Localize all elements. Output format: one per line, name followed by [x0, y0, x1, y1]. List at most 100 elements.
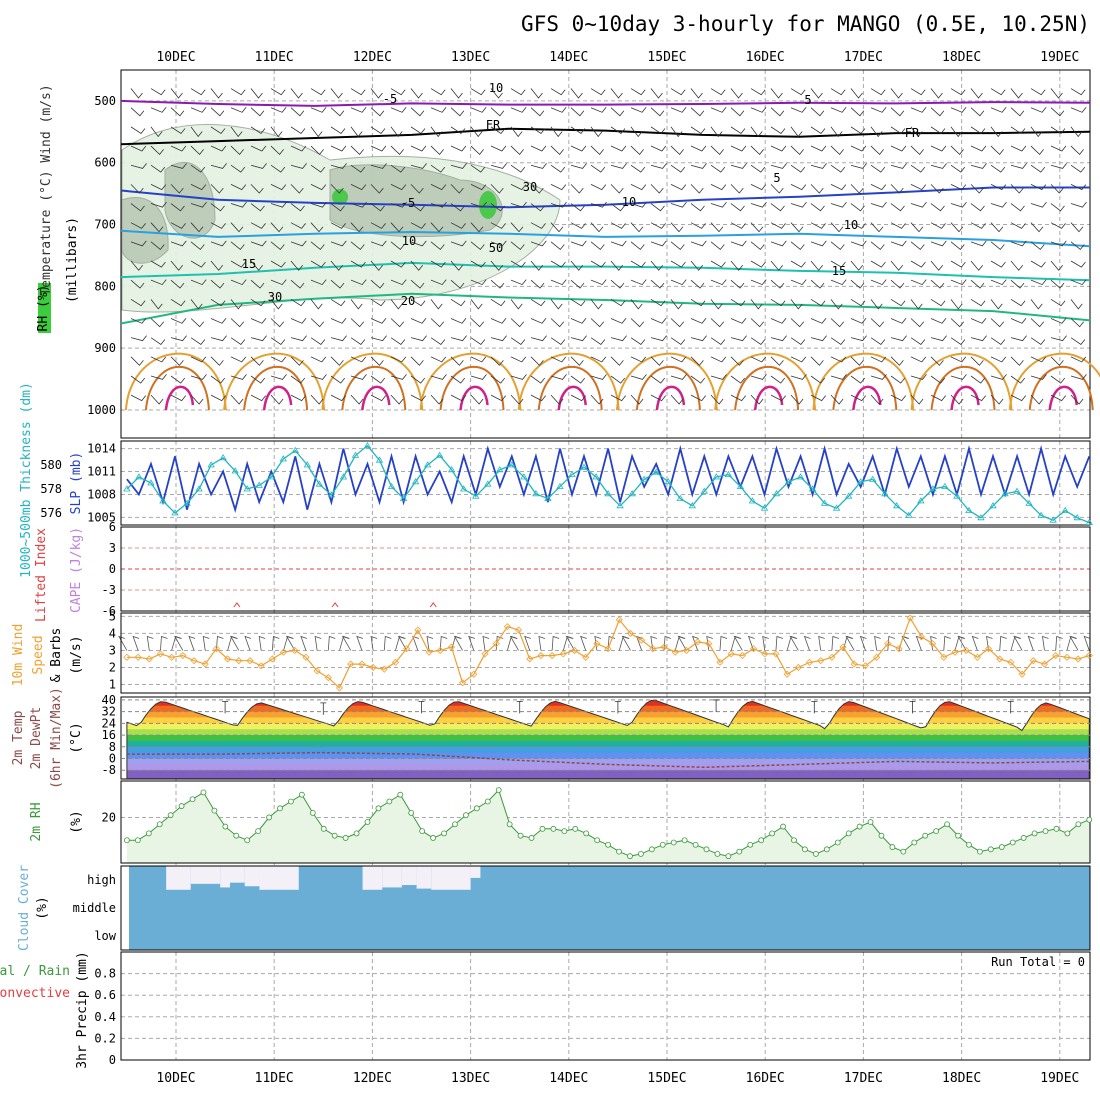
wind-barb	[830, 241, 845, 251]
date-label-top: 11DEC	[255, 50, 294, 65]
wind-barb-10m	[482, 635, 490, 651]
wind-speed-point	[257, 662, 265, 670]
precip-legend-total: Total / Rain	[0, 964, 70, 979]
wind-barb-10m	[244, 635, 252, 651]
thickness-point	[917, 497, 925, 504]
wind-barb	[1050, 203, 1065, 212]
wind-barb	[210, 375, 226, 384]
temp-tick: -8	[102, 763, 116, 777]
wind-barb	[690, 279, 705, 289]
wind-barb	[830, 374, 847, 380]
wind-barb	[830, 394, 844, 405]
precip-tick: 0.6	[94, 988, 116, 1002]
wind-speed-point	[951, 648, 959, 656]
wind-barb	[230, 318, 245, 328]
wind-barb	[790, 201, 807, 208]
rh-point	[495, 787, 502, 794]
wind-barb	[350, 279, 367, 286]
thickness-point	[628, 490, 636, 497]
wind-barb	[150, 279, 167, 286]
wind-barb	[810, 107, 825, 117]
wind-barb	[1030, 299, 1043, 310]
wind-barb	[790, 126, 803, 138]
wind-barb	[810, 375, 826, 384]
wind-barb	[430, 184, 447, 191]
wind-barb	[170, 203, 185, 212]
rh-point	[1075, 821, 1082, 828]
thickness-point	[255, 481, 263, 488]
wind-barb	[610, 299, 626, 307]
wind-barb	[230, 241, 245, 251]
wind-barb	[370, 356, 384, 366]
wind-barb	[470, 241, 485, 251]
wind-speed-line	[126, 616, 1090, 689]
wind-barb	[1010, 145, 1027, 152]
wind-barb	[530, 184, 544, 194]
wind-barb	[350, 145, 364, 156]
wind-barb	[130, 375, 146, 384]
wind-barb	[250, 145, 267, 152]
thickness-point	[1049, 516, 1057, 523]
wind-barb	[1050, 356, 1064, 366]
contour-label: 10	[402, 234, 416, 248]
wind-barb	[850, 394, 867, 402]
wind-barb	[310, 279, 327, 286]
wind-barb	[930, 203, 945, 212]
wind-speed-point	[660, 643, 668, 651]
wind-barb	[130, 279, 145, 289]
wind-barb	[150, 374, 167, 380]
wind-barb	[570, 203, 585, 212]
rh-point	[867, 819, 874, 825]
wind-barb	[490, 163, 507, 169]
thickness-point	[303, 461, 312, 468]
temp-axis-label-1: 2m Temp	[11, 710, 26, 765]
wind-barb	[130, 126, 146, 135]
thickness-point	[423, 461, 432, 468]
wind-barb	[130, 394, 147, 402]
wind-barb	[570, 184, 584, 194]
date-label-bottom: 17DEC	[844, 1071, 883, 1086]
wind-barb	[510, 145, 524, 156]
wind-barb	[230, 107, 247, 113]
wind-barb	[350, 184, 367, 191]
thickness-point	[784, 478, 793, 485]
wind-barb	[770, 394, 787, 402]
wind-barb	[510, 201, 527, 208]
wind-barb	[470, 394, 484, 405]
wind-speed-point	[1063, 653, 1071, 661]
wind-barb	[890, 394, 907, 402]
wind-barb	[410, 318, 427, 324]
wind-barb	[990, 318, 1005, 328]
wind-barb	[170, 375, 186, 384]
wind-barb	[1070, 279, 1087, 286]
wind-speed-point	[794, 663, 802, 672]
wind-barb	[950, 241, 965, 251]
wind-barb	[170, 126, 186, 135]
wind-barb	[190, 318, 205, 328]
wind-barb	[470, 145, 484, 156]
wind-barb	[350, 374, 367, 380]
clear-sky-high	[190, 866, 221, 884]
wind-barb	[830, 299, 843, 310]
wind-speed-point	[593, 640, 601, 648]
wind-barb	[530, 126, 546, 135]
wind-barb	[910, 184, 927, 191]
wind-barb	[550, 260, 566, 268]
wind-barb	[650, 356, 664, 366]
wind-speed-point	[279, 648, 288, 656]
wind-speed-point	[638, 636, 646, 644]
wind-barb	[310, 107, 327, 113]
thickness-point	[195, 485, 203, 492]
wind-barb	[450, 335, 467, 342]
wind-barb	[670, 279, 687, 286]
rh-point	[539, 825, 546, 832]
wind-barb	[430, 299, 443, 310]
wind-barb	[910, 164, 926, 173]
wind-barb	[1070, 337, 1086, 346]
contour-label: 30	[523, 180, 537, 194]
wind-barb	[390, 88, 406, 96]
wind-barb	[1070, 241, 1085, 251]
wind-barb	[870, 299, 883, 310]
wind-barb	[1050, 145, 1067, 152]
wind-barb	[850, 260, 864, 271]
